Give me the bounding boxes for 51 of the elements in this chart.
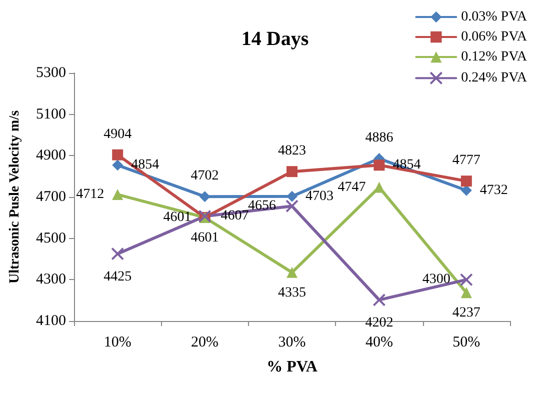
data-label: 4854 <box>131 158 160 173</box>
legend-label: 0.24% PVA <box>461 70 528 86</box>
data-label: 4904 <box>104 126 132 142</box>
data-label: 4202 <box>365 315 394 330</box>
data-label: 4823 <box>278 144 306 159</box>
y-tick-label: 4300 <box>36 272 66 288</box>
x-tick-label: 50% <box>452 334 480 350</box>
point <box>460 287 472 298</box>
point <box>286 166 298 178</box>
point <box>286 266 298 278</box>
legend-label: 0.06% PVA <box>461 30 528 44</box>
point <box>460 273 473 286</box>
chart-title: 14 Days <box>241 28 309 50</box>
data-label: 4732 <box>480 182 508 198</box>
point <box>286 200 298 213</box>
data-label: 4425 <box>104 269 132 284</box>
point <box>286 190 298 202</box>
y-tick-label: 4500 <box>36 230 66 246</box>
point <box>460 176 472 187</box>
y-tick-label: 5100 <box>36 106 66 122</box>
data-label: 4237 <box>452 306 480 321</box>
x-tick-label: 30% <box>278 334 306 350</box>
point <box>372 293 386 306</box>
data-label: 4703 <box>306 188 334 204</box>
point <box>111 247 124 260</box>
x-tick-label: 20% <box>191 334 219 350</box>
point <box>112 160 124 171</box>
data-label: 4601 <box>190 230 219 246</box>
point <box>112 189 124 200</box>
point <box>199 191 210 202</box>
y-tick-label: 4900 <box>36 148 66 164</box>
data-label: 4702 <box>190 168 219 184</box>
data-label: 4601 <box>163 210 192 225</box>
x-tick-label: 40% <box>365 334 393 350</box>
data-label: 4300 <box>422 272 450 288</box>
legend-label: 0.03% PVA <box>461 10 528 24</box>
point <box>374 160 385 171</box>
y-tick-label: 4100 <box>36 313 66 329</box>
data-label: 4747 <box>338 180 366 195</box>
y-tick-label: 5300 <box>36 65 66 81</box>
data-label: 4777 <box>452 153 480 168</box>
legend-label: 0.12% PVA <box>461 50 528 64</box>
data-label: 4335 <box>278 285 306 300</box>
x-tick-label: 10% <box>104 334 132 350</box>
y-axis-title: Ultrasonic Pusle Velocity m/s <box>8 110 22 284</box>
point <box>112 149 124 160</box>
data-label: 4886 <box>365 130 394 146</box>
point <box>374 182 385 193</box>
x-axis-title: % PVA <box>266 358 318 376</box>
y-tick-label: 4700 <box>36 189 66 205</box>
data-label: 4712 <box>76 187 104 202</box>
